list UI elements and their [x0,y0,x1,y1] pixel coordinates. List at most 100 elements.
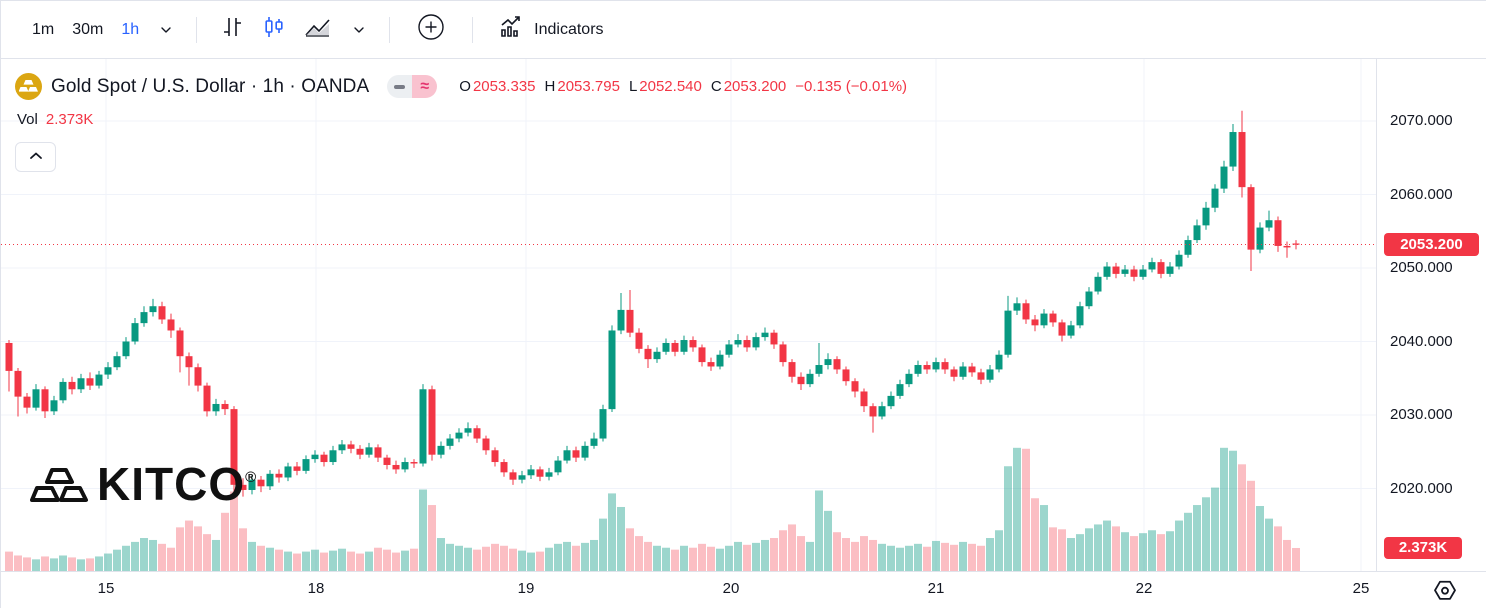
volume-bar [1238,464,1246,571]
volume-bar [914,543,922,571]
area-chart-type-button[interactable] [295,10,341,49]
volume-bar [230,491,238,571]
open-value: 2053.335 [472,78,536,95]
chart-canvas[interactable] [1,59,1376,571]
candle-body [356,448,364,455]
volume-bar [1265,518,1273,571]
candle-body [545,472,553,477]
candle-body [113,356,121,368]
price-tick-label: 2060.000 [1390,185,1453,203]
candle-body [293,466,301,471]
volume-bar [23,557,31,571]
candle-body [527,469,535,476]
volume-bar [383,549,391,571]
compare-add-button[interactable] [404,8,458,51]
chart-pane[interactable]: KITCO® Gold Spot / U.S. Dollar · 1h · OA… [1,59,1376,571]
volume-bar [653,545,661,571]
legend-collapse-button[interactable] [15,142,56,172]
volume-bar [347,551,355,571]
time-tick-label: 15 [97,580,115,597]
low-label: L [628,78,638,95]
volume-bar [1283,539,1291,571]
volume-bar [896,547,904,571]
candle-body [608,330,616,410]
candle-body [878,406,886,417]
candle-body [428,389,436,455]
interval-group: 1m 30m 1h [23,15,182,45]
volume-bar [212,539,220,571]
volume-bar [266,547,274,571]
axis-settings-button[interactable] [1430,577,1460,610]
volume-bar [608,493,616,571]
volume-bar [752,542,760,571]
volume-bar [113,549,121,571]
volume-bar [32,559,40,571]
bars-chart-type-button[interactable] [211,10,253,49]
volume-bar [185,520,193,571]
volume-label: Vol [17,111,38,128]
volume-bar [41,556,49,571]
interval-dropdown-button[interactable] [148,18,182,42]
volume-bar [149,539,157,571]
price-tick-label: 2040.000 [1390,332,1453,350]
candle-body [158,306,166,320]
delayed-dash-icon [394,84,406,89]
high-value: 2053.795 [557,78,620,95]
volume-bar [887,545,895,571]
candle-body [869,406,877,417]
candle-body [914,365,922,374]
candle-body [734,340,742,345]
time-axis[interactable]: 15 18 19 20 21 22 25 [1,571,1486,609]
volume-bar [14,555,22,571]
last-price-label: 2053.200 [1384,232,1479,256]
volume-bar [86,558,94,571]
indicators-button[interactable]: Indicators [487,9,613,50]
volume-bar [572,545,580,571]
candle-body [347,444,355,449]
candle-body [482,438,490,451]
approx-segment[interactable]: ≈ [412,75,438,98]
candle-body [968,366,976,373]
candle-body [761,332,769,338]
volume-bar [842,538,850,571]
volume-bar [1247,480,1255,571]
candle-body [248,479,256,490]
symbol-title: Gold Spot / U.S. Dollar · 1h · OANDA [51,75,370,97]
candles-chart-type-button[interactable] [253,10,295,49]
volume-bar [257,545,265,571]
candle-body [1229,132,1237,167]
volume-bar [1094,524,1102,571]
candle-body [788,362,796,377]
volume-bar [239,528,247,571]
open-label: O [459,78,471,95]
volume-bar [536,551,544,571]
candle-body [185,356,193,368]
candle-body [644,348,652,360]
volume-bar [50,558,58,571]
price-axis[interactable]: 2053.200 2.373K 2070.000 2060.000 2050.000… [1376,59,1486,571]
data-status-toggle[interactable]: ≈ [387,75,438,98]
volume-bar [284,551,292,571]
candle-body [653,351,661,360]
time-tick-label: 21 [927,580,945,597]
candle-body [1058,322,1066,336]
interval-button-30m[interactable]: 30m [72,20,104,38]
candle-body [104,367,112,375]
volume-bar [131,541,139,571]
candle-body [1139,269,1147,277]
interval-button-1h[interactable]: 1h [121,20,140,38]
volume-bar [716,548,724,571]
candle-body [743,340,751,348]
volume-bar [968,543,976,571]
candle-body [680,340,688,352]
close-value: 2053.200 [723,78,787,95]
volume-bar [1193,505,1201,571]
time-tick-label: 19 [517,580,535,597]
chart-type-dropdown-button[interactable] [341,18,375,42]
volume-bar [1274,526,1282,571]
candle-body [131,323,139,342]
interval-button-1m[interactable]: 1m [32,20,55,38]
volume-bar [923,546,931,571]
volume-bar [1067,538,1075,571]
realtime-off-segment[interactable] [387,75,413,98]
